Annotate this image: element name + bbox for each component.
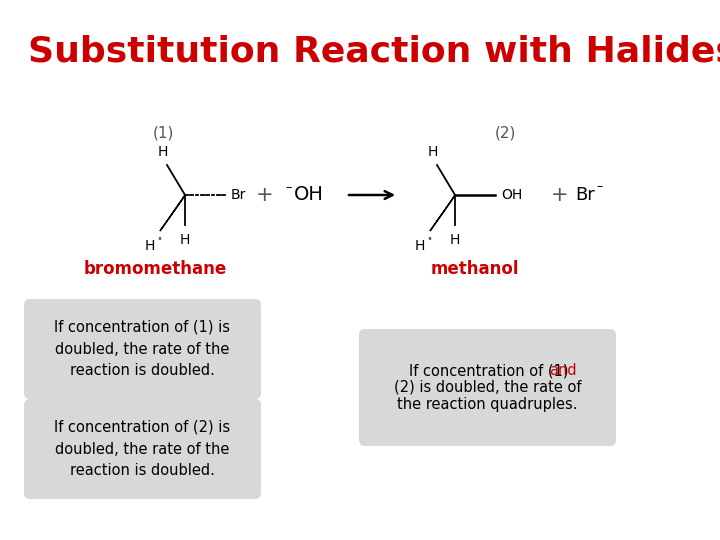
Text: OH: OH (501, 188, 522, 202)
FancyBboxPatch shape (24, 399, 261, 499)
Text: the reaction quadruples.: the reaction quadruples. (397, 397, 577, 412)
FancyBboxPatch shape (359, 329, 616, 446)
Text: (2) is doubled, the rate of: (2) is doubled, the rate of (394, 380, 581, 395)
Text: If concentration of (1): If concentration of (1) (408, 363, 572, 378)
Text: H: H (180, 233, 190, 247)
Text: methanol: methanol (431, 260, 519, 278)
Text: H: H (145, 239, 155, 253)
FancyBboxPatch shape (24, 299, 261, 399)
Text: H: H (415, 239, 425, 253)
Text: –: – (285, 181, 292, 194)
Text: (2): (2) (495, 125, 516, 140)
Text: and: and (549, 363, 577, 378)
Text: If concentration of (2) is
doubled, the rate of the
reaction is doubled.: If concentration of (2) is doubled, the … (55, 420, 230, 478)
Text: bromomethane: bromomethane (84, 260, 227, 278)
Polygon shape (430, 195, 455, 231)
Text: H: H (428, 145, 438, 159)
Text: '': '' (157, 236, 162, 246)
Text: '': '' (427, 236, 432, 246)
Text: Br: Br (575, 186, 595, 204)
Polygon shape (160, 195, 185, 231)
Text: Substitution Reaction with Halides: Substitution Reaction with Halides (28, 35, 720, 69)
Text: +: + (256, 185, 274, 205)
Text: H: H (158, 145, 168, 159)
Text: (1): (1) (153, 125, 174, 140)
Text: H: H (450, 233, 460, 247)
Text: Br: Br (231, 188, 246, 202)
Text: If concentration of (1) is
doubled, the rate of the
reaction is doubled.: If concentration of (1) is doubled, the … (55, 320, 230, 378)
Text: +: + (552, 185, 569, 205)
Text: OH: OH (294, 186, 324, 205)
Text: –: – (596, 180, 602, 193)
